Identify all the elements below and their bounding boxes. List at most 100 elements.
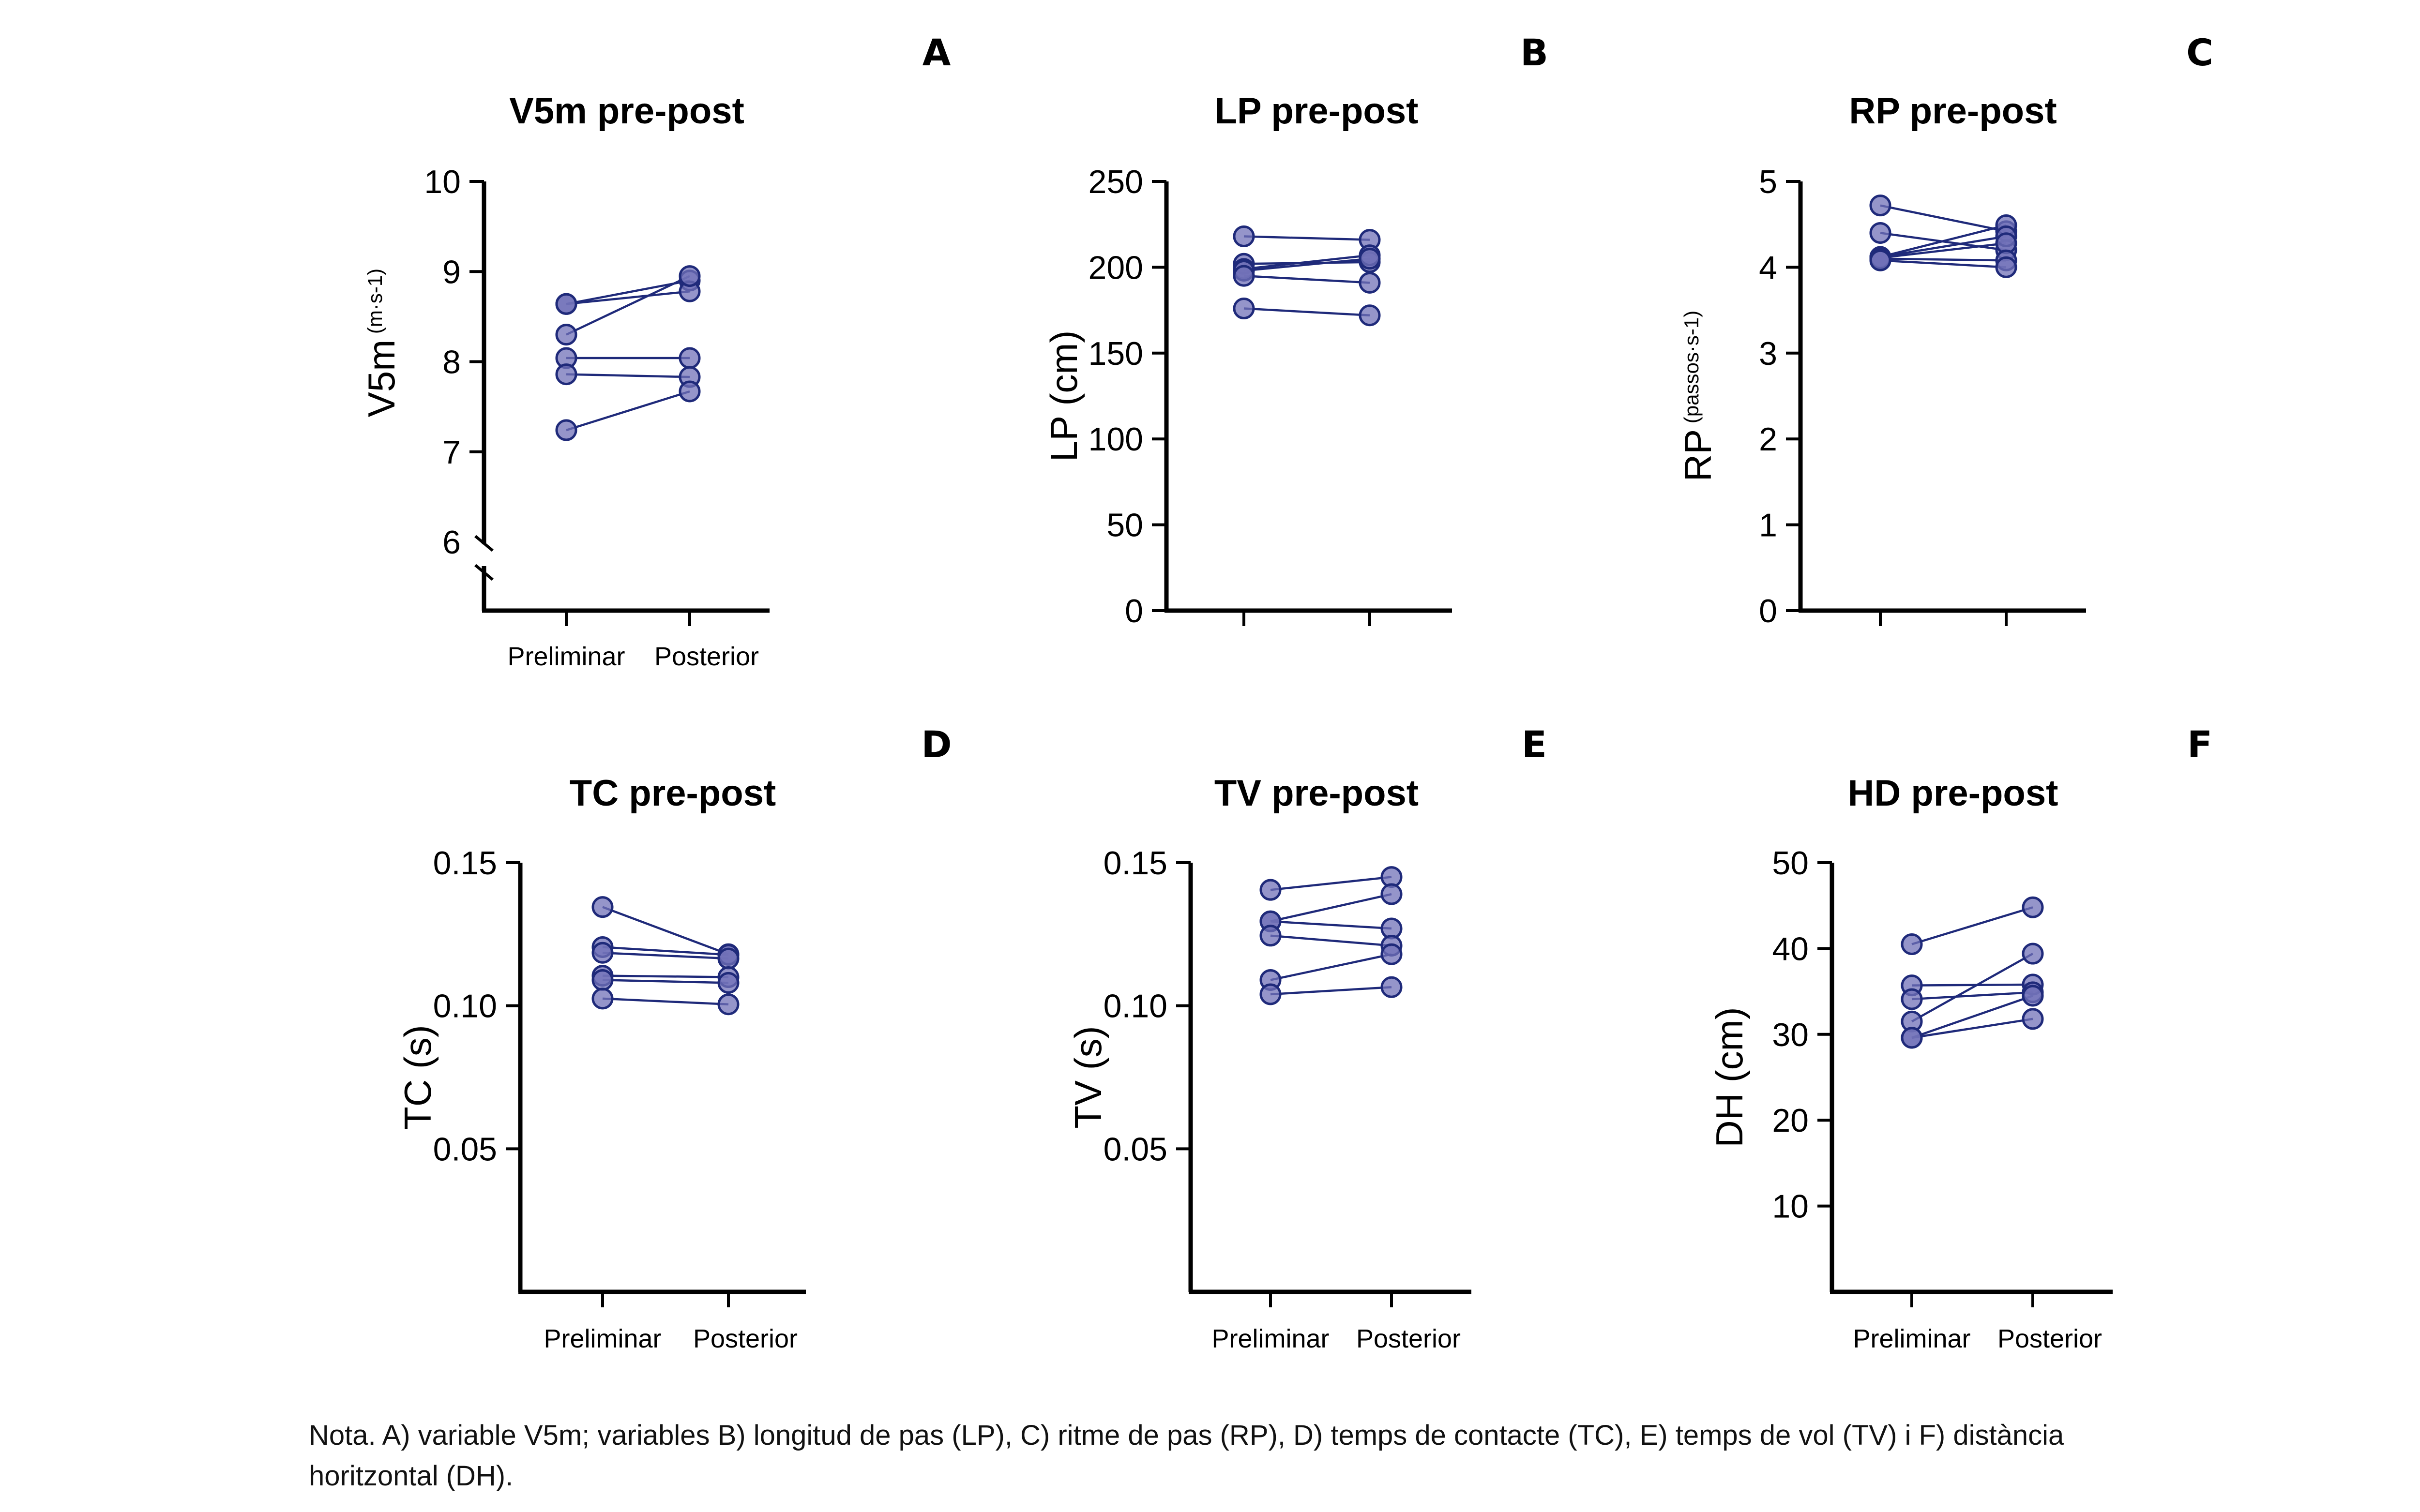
data-point-posterior bbox=[1359, 271, 1381, 294]
data-point-preliminar bbox=[591, 896, 614, 918]
y-tick-label: 0 bbox=[1125, 593, 1143, 629]
data-point-preliminar bbox=[1901, 933, 1923, 956]
series-line bbox=[1270, 893, 1392, 923]
axis-break-mark bbox=[474, 564, 494, 581]
y-axis-label: V5m (m·s-1) bbox=[360, 269, 403, 417]
y-axis-label: LP (cm) bbox=[1043, 330, 1085, 462]
series-line bbox=[1270, 953, 1392, 981]
y-tick-label: 7 bbox=[442, 434, 461, 471]
data-point-posterior bbox=[1380, 883, 1403, 905]
x-category-label: Preliminar bbox=[1211, 1324, 1329, 1353]
series-line bbox=[602, 946, 729, 956]
series-line bbox=[602, 952, 729, 960]
data-point-preliminar bbox=[1259, 879, 1282, 901]
chart-title: V5m pre-post bbox=[509, 90, 744, 132]
y-axis-unit: (m·s-1) bbox=[363, 269, 386, 340]
series-line bbox=[1270, 986, 1392, 996]
data-point-preliminar bbox=[1233, 265, 1255, 287]
panel-e: E TV pre-post 0.05 0.10 0.15 Preliminar Poster… bbox=[1067, 723, 1547, 1353]
y-tick-label: 20 bbox=[1772, 1102, 1809, 1139]
chart-title: HD pre-post bbox=[1848, 773, 2058, 814]
x-category-label: Posterior bbox=[693, 1324, 798, 1353]
series-line bbox=[1911, 994, 2033, 1039]
panel-letter: A bbox=[923, 31, 951, 74]
figure-caption: Nota. A) variable V5m; variables B) long… bbox=[309, 1420, 2064, 1492]
data-point-posterior bbox=[717, 993, 740, 1016]
data-point-preliminar bbox=[1869, 249, 1891, 271]
panel-letter: F bbox=[2187, 723, 2212, 766]
data-point-preliminar bbox=[1233, 298, 1255, 320]
data-point-posterior bbox=[2022, 943, 2044, 965]
series-line bbox=[1911, 906, 2033, 945]
y-tick-label: 3 bbox=[1759, 335, 1777, 372]
series-line bbox=[1243, 257, 1370, 272]
series-line bbox=[1911, 953, 2034, 1023]
y-axis-unit: (passos·s-1) bbox=[1680, 311, 1703, 429]
y-tick-label: 9 bbox=[442, 254, 461, 290]
series-line bbox=[1911, 1018, 2033, 1039]
data-point-posterior bbox=[2022, 896, 2044, 918]
series-line bbox=[566, 373, 690, 378]
panel-letter: D bbox=[921, 723, 952, 766]
y-tick-label: 0.15 bbox=[1104, 845, 1167, 882]
panel-letter: E bbox=[1522, 723, 1547, 766]
x-category-label: Posterior bbox=[1356, 1324, 1461, 1353]
data-point-preliminar bbox=[1869, 195, 1891, 217]
series-line bbox=[1270, 920, 1392, 930]
data-point-posterior bbox=[2022, 985, 2044, 1007]
data-point-posterior bbox=[1380, 943, 1403, 965]
series-line bbox=[566, 390, 690, 432]
data-point-preliminar bbox=[1259, 983, 1282, 1005]
panel-b: B LP pre-post 0 50 100 150 200 250 LP (cm) bbox=[1043, 31, 1548, 629]
data-point-posterior bbox=[1359, 304, 1381, 327]
y-tick-label: 10 bbox=[1772, 1188, 1809, 1225]
series-line bbox=[1243, 235, 1370, 241]
data-point-preliminar bbox=[591, 988, 614, 1010]
y-tick-label: 0.10 bbox=[1104, 988, 1167, 1025]
data-point-posterior bbox=[679, 347, 701, 369]
data-point-preliminar bbox=[1259, 925, 1282, 947]
data-point-posterior bbox=[1359, 248, 1381, 270]
data-point-posterior bbox=[717, 972, 740, 994]
data-point-preliminar bbox=[1869, 222, 1891, 244]
y-tick-label: 2 bbox=[1759, 421, 1777, 458]
series-line bbox=[1880, 259, 2007, 269]
panel-letter: C bbox=[2186, 31, 2213, 74]
y-tick-label: 50 bbox=[1772, 845, 1809, 882]
y-axis-label: TC (s) bbox=[396, 1025, 439, 1130]
panel-f: F HD pre-post 10 20 30 40 50 Preliminar Posterio… bbox=[1708, 723, 2212, 1353]
data-point-preliminar bbox=[1901, 1027, 1923, 1049]
data-point-posterior bbox=[1995, 256, 2017, 278]
y-tick-label: 0.05 bbox=[433, 1131, 497, 1168]
chart-title: TC pre-post bbox=[570, 773, 776, 814]
series-line bbox=[1270, 876, 1392, 891]
y-tick-label: 40 bbox=[1772, 930, 1809, 967]
series-line bbox=[566, 279, 690, 305]
y-tick-label: 50 bbox=[1106, 507, 1143, 544]
x-category-label: Posterior bbox=[1997, 1324, 2102, 1353]
chart-title: TV pre-post bbox=[1214, 773, 1419, 814]
chart-title: RP pre-post bbox=[1849, 90, 2057, 132]
y-tick-label: 30 bbox=[1772, 1017, 1809, 1053]
data-point-posterior bbox=[1380, 976, 1403, 998]
y-tick-label: 0.05 bbox=[1104, 1131, 1167, 1168]
x-category-label: Preliminar bbox=[544, 1324, 661, 1353]
series-line bbox=[566, 290, 690, 305]
x-category-label: Preliminar bbox=[507, 642, 625, 671]
panel-d: D TC pre-post 0.05 0.10 0.15 Preliminar Poster… bbox=[396, 723, 952, 1353]
y-tick-label: 0 bbox=[1759, 593, 1777, 629]
panel-letter: B bbox=[1520, 31, 1548, 74]
y-tick-label: 1 bbox=[1759, 507, 1777, 544]
chart-title: LP pre-post bbox=[1215, 90, 1419, 132]
data-point-preliminar bbox=[591, 942, 614, 964]
series-line bbox=[602, 974, 729, 978]
y-tick-label: 8 bbox=[442, 344, 461, 381]
data-point-posterior bbox=[679, 380, 701, 403]
series-line bbox=[566, 275, 690, 336]
data-point-preliminar bbox=[555, 324, 577, 346]
series-line bbox=[1880, 257, 2007, 262]
y-axis-label: DH (cm) bbox=[1708, 1007, 1751, 1147]
y-axis-label: TV (s) bbox=[1067, 1026, 1109, 1128]
series-line bbox=[1911, 991, 2033, 1001]
data-point-posterior bbox=[717, 947, 740, 970]
